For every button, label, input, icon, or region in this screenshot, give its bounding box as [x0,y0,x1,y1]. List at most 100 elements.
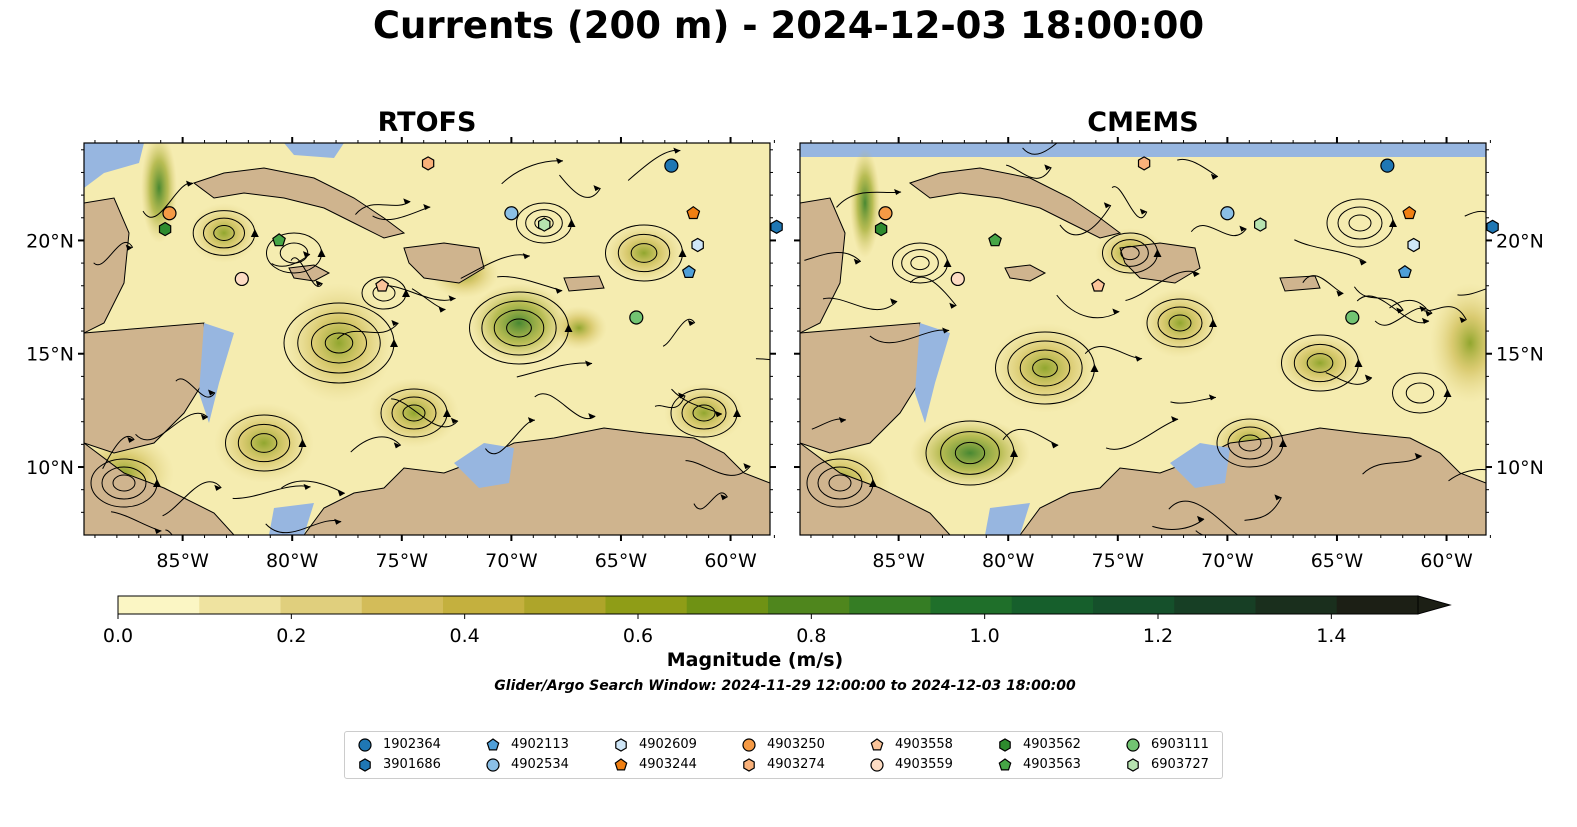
lon-tick-label: 65°W [595,550,648,572]
colorbar-segment [443,596,525,614]
legend-marker [615,738,627,752]
float-marker-6903727 [1253,217,1267,232]
float-marker-4902534 [504,206,519,221]
colorbar: 0.0 0.2 0.4 0.6 0.8 1.0 1.2 1.4 [103,595,1452,647]
colorbar-segment [524,596,606,614]
colorbar-tick-label: 1.4 [1316,625,1346,647]
legend-marker [358,738,372,752]
legend-label: 4903563 [1023,757,1081,772]
panel-title-rtofs: RTOFS [377,107,477,138]
colorbar-tick-label: 0.2 [276,625,306,647]
colorbar-label: Magnitude (m/s) [666,649,844,671]
colorbar-segment [1174,596,1256,614]
lon-tick-label: 75°W [376,550,429,572]
colorbar-segment [686,596,769,614]
legend-marker-icon [870,738,884,751]
colorbar-frame [117,595,1419,615]
legend-item: 4902534 [485,755,569,775]
figure-title: Currents (200 m) - 2024-12-03 18:00:00 [372,4,1205,47]
rtofs-map-panel [84,143,770,535]
lon-tick-label: 80°W [982,550,1035,572]
lat-tick-label: 15°N [1496,344,1544,366]
land-masses [84,167,770,535]
legend-marker-icon [998,758,1012,771]
legend-label: 4902534 [511,757,569,772]
colorbar-segment [280,596,363,614]
colorbar-segment [849,596,931,614]
legend-item: 6903111 [1125,735,1209,755]
colorbar-segment [768,596,850,614]
float-marker-4903563 [988,233,1002,247]
colorbar-segment [605,596,688,614]
legend-marker-icon [870,758,884,772]
legend-item: 4903559 [869,755,953,775]
legend-label: 1902364 [383,737,441,752]
legend-marker-icon [358,738,372,752]
colorbar-extend-arrow [1417,595,1452,615]
legend-item: 4903558 [869,735,953,755]
lon-tick-label: 80°W [266,550,319,572]
lat-tick-label: 10°N [26,457,74,479]
legend-item: 6903727 [1125,755,1209,775]
colorbar-segment [1093,596,1175,614]
axis-ticks: 85°W 80°W 75°W 70°W 65°W 60°W 20°N 15°N 10°N 85°W… [26,137,1544,572]
legend-label: 6903727 [1151,757,1209,772]
legend-item: 4903563 [997,755,1081,775]
lon-tick-label: 70°W [485,550,538,572]
float-marker-4903562 [158,221,172,237]
legend-item: 4903244 [613,755,697,775]
colorbar-tick-label: 0.4 [450,625,480,647]
float-marker-4903559 [234,271,249,287]
legend-label: 4903558 [895,737,953,752]
legend-label: 4903559 [895,757,953,772]
lon-tick-label: 60°W [1420,550,1473,572]
legend-marker-icon [742,738,756,752]
legend-item: 4902113 [485,735,569,755]
float-marker-6903111 [1345,310,1360,325]
current-streamlines [90,147,770,535]
float-marker-4902609 [1407,237,1420,253]
float-marker-4903274 [421,156,435,171]
legend-label: 4903250 [767,737,825,752]
legend-item: 4903562 [997,735,1081,755]
current-magnitude-hotspots [800,148,1486,523]
float-marker-6903727 [537,217,551,232]
float-marker-6903111 [629,310,644,325]
legend-marker-icon [486,738,500,751]
ocean-blue-areas [915,323,1230,535]
legend-marker [742,738,756,752]
legend-marker-icon [614,758,628,771]
float-marker-3901686 [1486,219,1499,234]
lon-tick-label: 75°W [1092,550,1145,572]
legend-item: 1902364 [357,735,441,755]
legend-marker-icon [615,738,627,752]
colorbar-tick-label: 0.0 [103,625,133,647]
legend-marker [486,738,500,751]
rtofs-map-frame [83,142,771,536]
lon-tick-label: 85°W [872,550,925,572]
legend-item: 4903274 [741,755,825,775]
lat-tick-label: 20°N [1496,230,1544,252]
float-marker-4903558 [1091,278,1106,292]
colorbar-segment [930,596,1013,614]
current-streamlines [804,143,1486,535]
colorbar-tick-label: 0.8 [796,625,826,647]
float-marker-1902364 [1380,158,1395,173]
float-legend: 1902364 3901686 4902113 4902534 4902609 49032… [344,731,1223,779]
legend-marker [743,758,755,772]
search-window-text: Glider/Argo Search Window: 2024-11-29 12… [494,678,1076,694]
legend-marker [486,758,500,772]
float-marker-4903559 [950,271,965,287]
legend-marker [614,758,628,771]
legend-marker-icon [1127,758,1139,772]
colorbar-segment [1011,596,1094,614]
float-marker-4903250 [162,206,177,221]
legend-item: 3901686 [357,755,441,775]
colorbar-segment [1255,596,1338,614]
float-marker-4903274 [1137,156,1151,171]
legend-label: 3901686 [383,757,441,772]
float-marker-4903244 [1402,205,1417,220]
float-marker-4903244 [686,205,701,220]
lat-tick-label: 15°N [26,344,74,366]
